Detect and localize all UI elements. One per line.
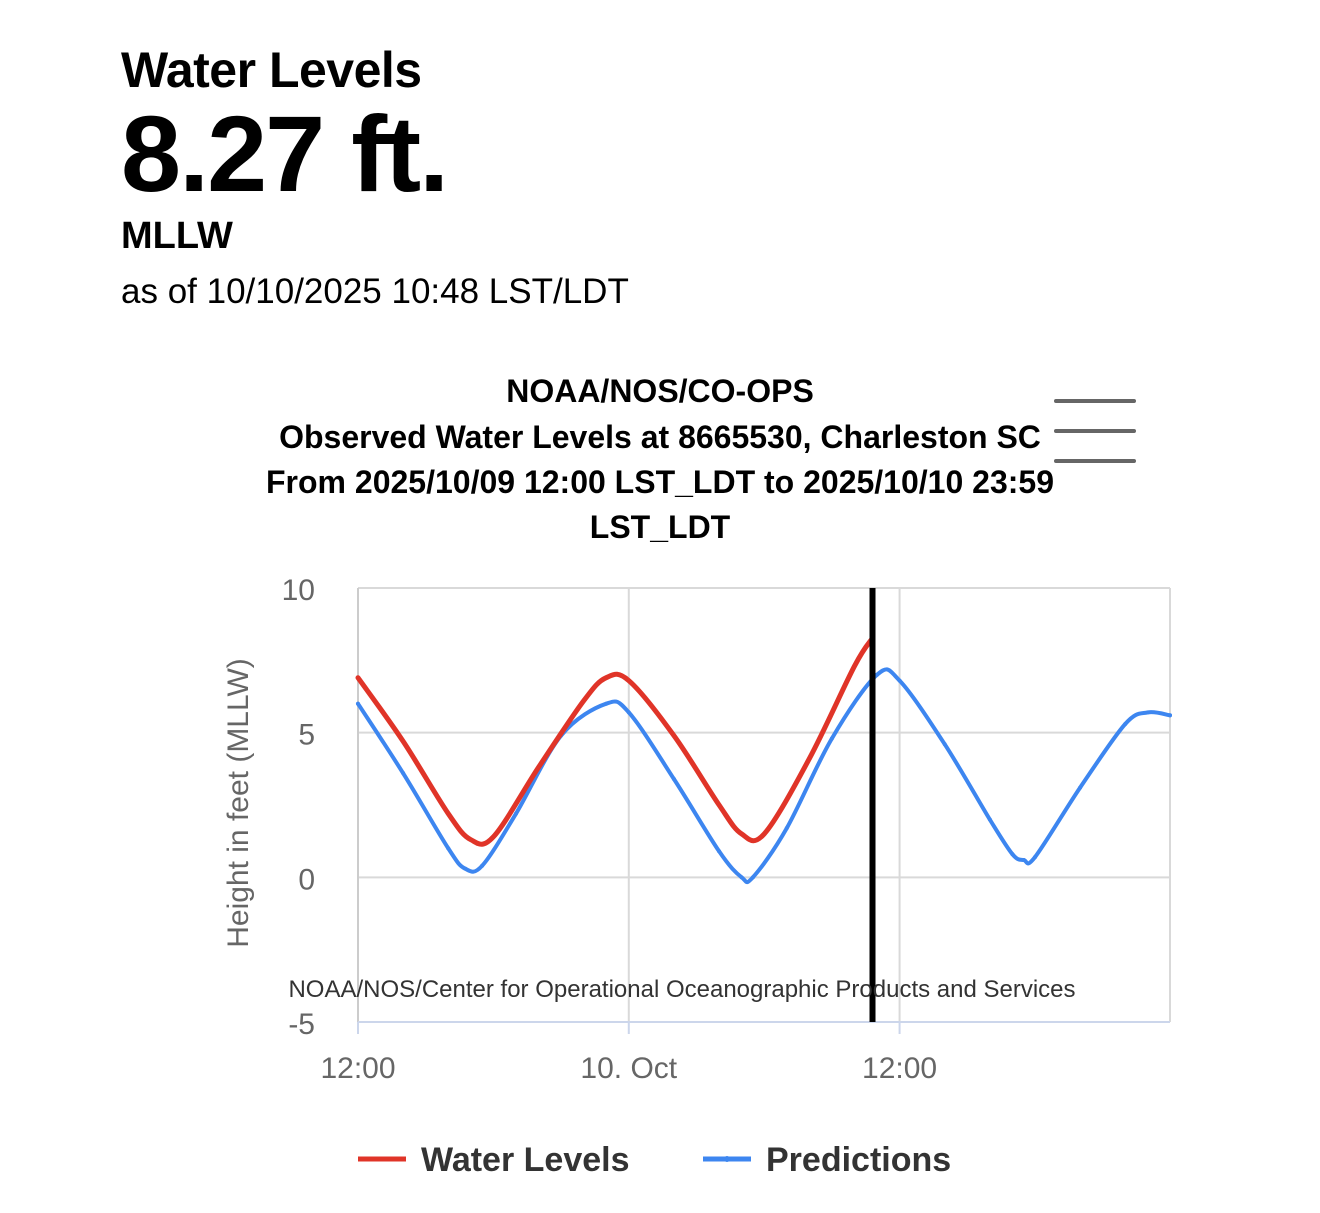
water-levels-point — [852, 664, 856, 668]
predictions-point — [1145, 710, 1150, 715]
predictions-point — [1168, 713, 1172, 718]
chart-series — [355, 635, 1172, 885]
predictions-point — [446, 846, 451, 851]
y-tick-label: -5 — [288, 1008, 315, 1041]
water-levels-point — [356, 676, 360, 680]
legend-item[interactable]: Predictions — [703, 1141, 951, 1179]
predictions-point — [513, 811, 518, 816]
predictions-point — [739, 875, 744, 880]
predictions-point — [480, 863, 485, 868]
water-levels-point — [537, 765, 541, 769]
predictions-point — [897, 678, 902, 683]
predictions-point — [829, 736, 834, 741]
predictions-point — [626, 710, 631, 715]
water-levels-point — [717, 803, 721, 807]
x-tick-label: 12:00 — [320, 1052, 395, 1085]
metric-label: Water Levels — [121, 42, 422, 98]
x-tick-label: 10. Oct — [580, 1052, 677, 1085]
legend-item[interactable]: Water Levels — [358, 1141, 630, 1179]
water-levels-point — [401, 739, 405, 743]
chart-title-line: From 2025/10/09 12:00 LST_LDT to 2025/10… — [266, 464, 1054, 500]
predictions-point — [875, 672, 880, 677]
predictions-point — [717, 849, 722, 854]
water-levels-point — [672, 734, 676, 738]
water-levels-point — [740, 832, 744, 836]
chart-title-line: LST_LDT — [590, 509, 731, 545]
hamburger-menu-icon[interactable] — [1050, 392, 1140, 468]
water-levels-point — [807, 757, 811, 761]
water-level-summary: Water Levels 8.27 ft. MLLW as of 10/10/2… — [121, 40, 629, 314]
y-tick-label: 0 — [298, 863, 315, 896]
predictions-point — [401, 771, 406, 776]
water-levels-point — [582, 699, 586, 703]
predictions-point — [1032, 855, 1037, 860]
predictions-point — [1010, 852, 1015, 857]
predictions-point — [671, 776, 676, 781]
chart-title-line: Observed Water Levels at 8665530, Charle… — [279, 419, 1041, 455]
water-level-chart: NOAA/NOS/CO-OPS Observed Water Levels at … — [0, 350, 1320, 1208]
water-levels-point — [627, 679, 631, 683]
water-levels-point — [762, 832, 766, 836]
predictions-point — [750, 875, 755, 880]
water-levels-point — [604, 676, 608, 680]
chart-title-line: NOAA/NOS/CO-OPS — [506, 373, 814, 409]
predictions-point — [1078, 785, 1083, 790]
predictions-point — [604, 701, 609, 706]
y-axis-label: Height in feet (MLLW) — [222, 658, 255, 948]
predictions-point — [987, 817, 992, 822]
y-tick-label: 10 — [282, 574, 315, 607]
chart-credits[interactable]: NOAA/NOS/Center for Operational Oceanogr… — [288, 976, 1075, 1003]
water-levels-series-line — [355, 635, 875, 847]
predictions-point — [942, 742, 947, 747]
current-water-level-value: 8.27 ft. — [121, 93, 449, 214]
predictions-point — [356, 701, 360, 706]
legend-symbol-marker — [724, 1156, 730, 1162]
predictions-point — [784, 826, 789, 831]
as-of-timestamp: as of 10/10/2025 10:48 LST/LDT — [121, 272, 629, 311]
predictions-point — [1021, 857, 1026, 862]
legend-label: Predictions — [766, 1141, 951, 1179]
datum-label: MLLW — [121, 215, 233, 257]
y-tick-label: 5 — [298, 719, 315, 752]
predictions-series-line — [356, 667, 1172, 885]
chart-title: NOAA/NOS/CO-OPS Observed Water Levels at … — [266, 373, 1054, 545]
predictions-point — [463, 866, 468, 871]
legend-label: Water Levels — [421, 1141, 630, 1179]
predictions-point — [1123, 721, 1128, 726]
water-levels-point — [446, 812, 450, 816]
water-levels-point — [469, 838, 473, 842]
chart-grid — [357, 587, 1171, 1023]
chart-legend: Water Levels Predictions — [358, 1141, 951, 1179]
chart-svg: NOAA/NOS/CO-OPS Observed Water Levels at … — [222, 373, 1172, 1179]
x-tick-label: 12:00 — [862, 1052, 937, 1085]
water-levels-point — [491, 835, 495, 839]
